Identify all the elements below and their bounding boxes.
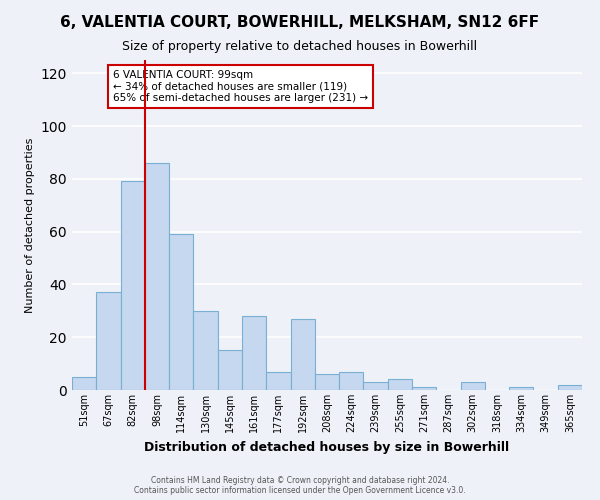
Bar: [315, 374, 339, 390]
Bar: [412, 388, 436, 390]
Bar: [145, 163, 169, 390]
Text: Contains HM Land Registry data © Crown copyright and database right 2024.
Contai: Contains HM Land Registry data © Crown c…: [134, 476, 466, 495]
Bar: [558, 384, 582, 390]
Bar: [193, 311, 218, 390]
Y-axis label: Number of detached properties: Number of detached properties: [25, 138, 35, 312]
Bar: [388, 380, 412, 390]
X-axis label: Distribution of detached houses by size in Bowerhill: Distribution of detached houses by size …: [145, 440, 509, 454]
Bar: [72, 377, 96, 390]
Text: 6 VALENTIA COURT: 99sqm
← 34% of detached houses are smaller (119)
65% of semi-d: 6 VALENTIA COURT: 99sqm ← 34% of detache…: [113, 70, 368, 103]
Bar: [461, 382, 485, 390]
Bar: [364, 382, 388, 390]
Bar: [242, 316, 266, 390]
Bar: [218, 350, 242, 390]
Bar: [121, 182, 145, 390]
Bar: [290, 318, 315, 390]
Bar: [339, 372, 364, 390]
Bar: [169, 234, 193, 390]
Bar: [509, 388, 533, 390]
Text: Size of property relative to detached houses in Bowerhill: Size of property relative to detached ho…: [122, 40, 478, 53]
Bar: [266, 372, 290, 390]
Text: 6, VALENTIA COURT, BOWERHILL, MELKSHAM, SN12 6FF: 6, VALENTIA COURT, BOWERHILL, MELKSHAM, …: [61, 15, 539, 30]
Bar: [96, 292, 121, 390]
